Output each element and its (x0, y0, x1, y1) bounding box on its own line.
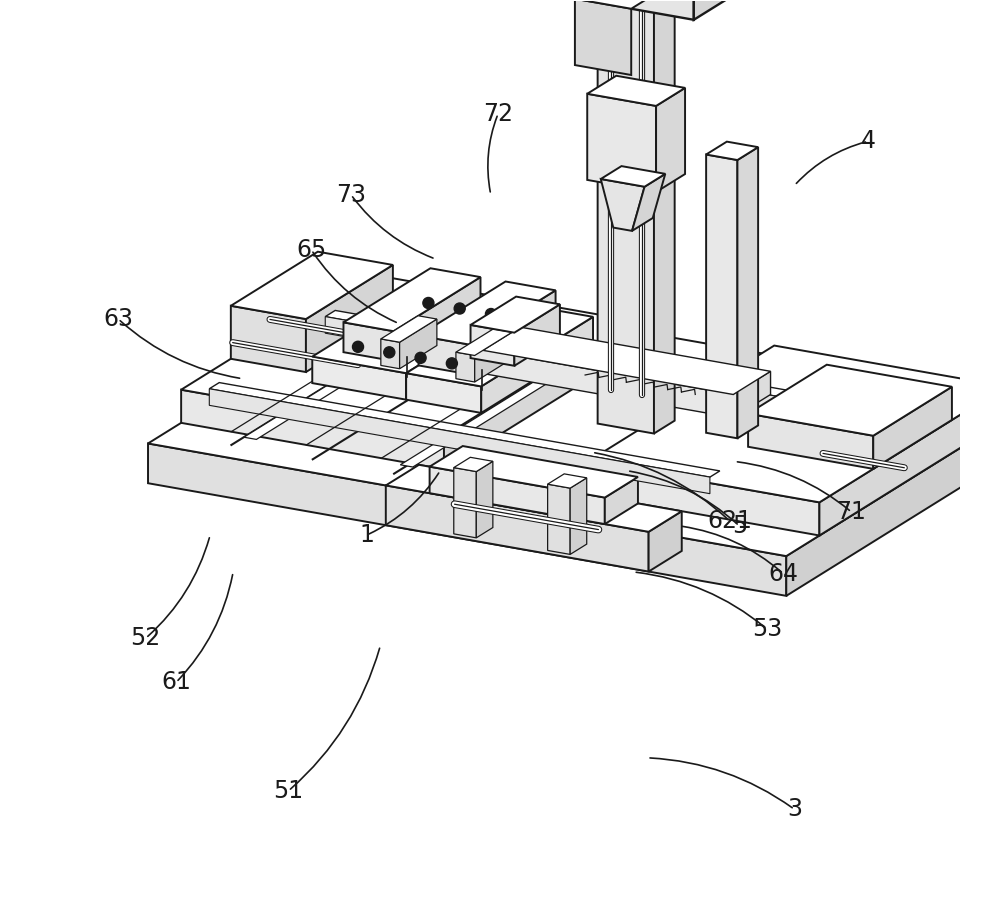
Polygon shape (706, 141, 758, 160)
Polygon shape (456, 329, 512, 355)
Text: 71: 71 (837, 500, 866, 524)
Text: 1: 1 (359, 523, 374, 547)
Polygon shape (601, 166, 665, 186)
Polygon shape (148, 443, 786, 596)
Polygon shape (706, 154, 737, 438)
Polygon shape (312, 287, 518, 373)
Polygon shape (400, 319, 437, 369)
Polygon shape (244, 314, 455, 439)
Polygon shape (406, 373, 481, 413)
Polygon shape (419, 282, 556, 344)
Polygon shape (786, 402, 1000, 596)
Text: 4: 4 (861, 129, 876, 153)
Polygon shape (632, 174, 665, 231)
Polygon shape (548, 473, 587, 488)
Circle shape (352, 342, 364, 353)
Polygon shape (737, 147, 758, 438)
Polygon shape (419, 336, 469, 374)
Polygon shape (381, 339, 400, 369)
Polygon shape (588, 462, 819, 535)
Polygon shape (386, 465, 682, 532)
Polygon shape (394, 277, 480, 361)
Polygon shape (476, 462, 493, 538)
Text: 72: 72 (483, 102, 513, 126)
Polygon shape (548, 485, 570, 555)
Text: 73: 73 (336, 183, 366, 207)
Polygon shape (306, 265, 393, 372)
Polygon shape (475, 332, 512, 382)
Polygon shape (819, 387, 1000, 535)
Polygon shape (570, 478, 587, 555)
Polygon shape (605, 477, 638, 524)
Polygon shape (325, 317, 826, 422)
Polygon shape (694, 0, 777, 19)
Polygon shape (587, 94, 656, 192)
Polygon shape (209, 389, 710, 494)
Polygon shape (444, 320, 630, 469)
Text: 621: 621 (708, 509, 752, 533)
Polygon shape (483, 351, 733, 418)
Polygon shape (430, 446, 638, 497)
Polygon shape (748, 414, 873, 469)
Text: 65: 65 (296, 238, 326, 262)
Polygon shape (325, 310, 836, 405)
Polygon shape (406, 304, 593, 387)
Polygon shape (400, 342, 612, 467)
Polygon shape (575, 0, 660, 8)
Polygon shape (181, 390, 444, 469)
Polygon shape (148, 289, 1000, 556)
Polygon shape (231, 252, 393, 319)
Text: 52: 52 (131, 626, 161, 650)
Polygon shape (343, 322, 394, 361)
Polygon shape (601, 179, 645, 231)
Polygon shape (386, 485, 649, 571)
Text: 3: 3 (787, 797, 802, 821)
Polygon shape (209, 382, 720, 477)
Polygon shape (483, 327, 771, 394)
Circle shape (415, 353, 426, 364)
Polygon shape (481, 317, 593, 413)
Circle shape (485, 308, 497, 319)
Polygon shape (575, 0, 631, 75)
Polygon shape (873, 387, 952, 469)
Polygon shape (471, 325, 514, 366)
Polygon shape (406, 304, 518, 400)
Polygon shape (181, 274, 630, 436)
Polygon shape (733, 371, 771, 418)
Text: 64: 64 (768, 562, 798, 586)
Polygon shape (430, 467, 605, 524)
Polygon shape (649, 511, 682, 571)
Polygon shape (469, 291, 556, 374)
Circle shape (454, 303, 465, 314)
Polygon shape (748, 365, 952, 436)
Polygon shape (343, 269, 480, 331)
Polygon shape (454, 468, 476, 538)
Circle shape (423, 297, 434, 308)
Circle shape (517, 314, 528, 325)
Polygon shape (381, 316, 437, 342)
Text: 53: 53 (752, 617, 782, 641)
Polygon shape (588, 345, 1000, 502)
Polygon shape (587, 76, 685, 106)
Circle shape (384, 347, 395, 358)
Text: 51: 51 (273, 779, 303, 803)
Polygon shape (456, 353, 475, 382)
Polygon shape (471, 296, 560, 332)
Text: 5: 5 (732, 514, 747, 538)
Text: 61: 61 (161, 670, 191, 694)
Polygon shape (598, 0, 654, 434)
Text: 63: 63 (103, 306, 133, 330)
Circle shape (446, 358, 457, 369)
Polygon shape (231, 306, 306, 372)
Polygon shape (656, 88, 685, 192)
Polygon shape (312, 356, 406, 400)
Polygon shape (525, 0, 694, 19)
Polygon shape (654, 0, 675, 434)
Polygon shape (514, 305, 560, 366)
Polygon shape (454, 457, 493, 472)
